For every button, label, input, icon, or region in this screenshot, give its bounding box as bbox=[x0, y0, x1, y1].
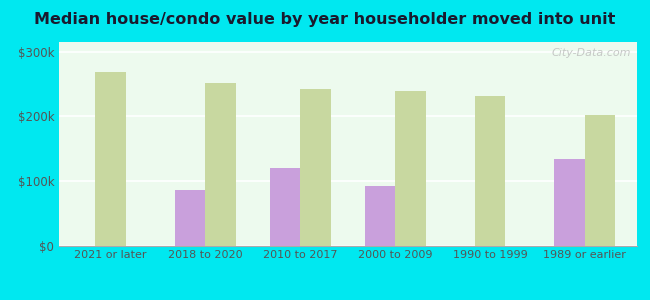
Bar bbox=[585, 115, 615, 246]
Bar bbox=[300, 89, 331, 246]
Bar bbox=[205, 83, 236, 246]
Bar bbox=[96, 72, 126, 246]
Bar bbox=[365, 186, 395, 246]
Bar bbox=[270, 168, 300, 246]
Bar bbox=[554, 159, 585, 246]
Text: Median house/condo value by year householder moved into unit: Median house/condo value by year househo… bbox=[34, 12, 616, 27]
Bar bbox=[175, 190, 205, 246]
Text: City-Data.com: City-Data.com bbox=[552, 48, 631, 58]
Bar bbox=[475, 96, 505, 246]
Bar bbox=[395, 91, 426, 246]
